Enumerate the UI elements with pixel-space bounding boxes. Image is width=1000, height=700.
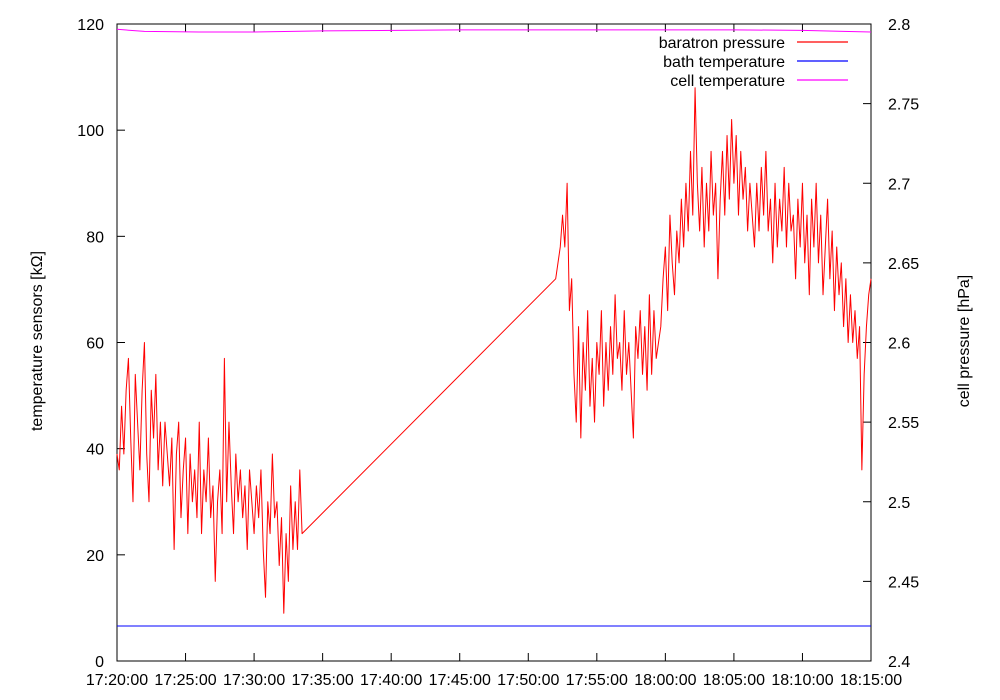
legend-item-baratron-pressure: baratron pressure [659,35,848,52]
x-tick-label: 17:25:00 [154,672,216,689]
legend-label-bath-temperature: bath temperature [663,54,785,71]
y2-tick-label: 2.8 [888,17,910,34]
x-tick-label: 17:30:00 [223,672,285,689]
series-line-baratron-pressure [116,87,872,614]
legend-item-cell-temperature: cell temperature [670,73,848,90]
legend-label-cell-temperature: cell temperature [670,73,785,90]
y-tick-label: 120 [77,17,104,34]
y-tick-label: 20 [86,548,104,565]
x-tick-label: 17:35:00 [291,672,353,689]
x-tick-label: 17:55:00 [566,672,628,689]
y-tick-label: 40 [86,442,104,459]
y2-tick-label: 2.65 [888,256,919,273]
y2-tick-label: 2.4 [888,654,910,671]
y-tick-label: 0 [95,654,104,671]
axes: 17:20:00 17:25:00 17:30:00 17:35:00 17:40:00… [77,17,919,689]
x-tick-label: 18:05:00 [703,672,765,689]
y-tick-label: 80 [86,229,104,246]
y2-tick-label: 2.7 [888,176,910,193]
y2-tick-label: 2.6 [888,336,910,353]
legend: baratron pressure bath temperature cell … [659,35,848,90]
x-tick-label: 18:00:00 [634,672,696,689]
y-axis-label: temperature sensors [kΩ] [29,251,46,431]
legend-label-baratron-pressure: baratron pressure [659,35,785,52]
x-tick-label: 18:10:00 [771,672,833,689]
x-tick-label: 17:40:00 [360,672,422,689]
x-tick-label: 17:50:00 [497,672,559,689]
legend-item-bath-temperature: bath temperature [663,54,848,71]
y2-tick-label: 2.45 [888,574,919,591]
y-tick-label: 60 [86,336,104,353]
y-tick-label: 100 [77,123,104,140]
series-line-cell-temperature [116,28,872,33]
y2-axis-label: cell pressure [hPa] [956,275,973,408]
x-tick-label: 17:45:00 [429,672,491,689]
y2-tick-label: 2.55 [888,415,919,432]
x-tick-label: 17:20:00 [86,672,148,689]
x-tick-label: 18:15:00 [840,672,902,689]
y2-tick-label: 2.5 [888,495,910,512]
plot-frame [116,23,872,662]
y2-tick-label: 2.75 [888,97,919,114]
series-group [116,28,872,627]
